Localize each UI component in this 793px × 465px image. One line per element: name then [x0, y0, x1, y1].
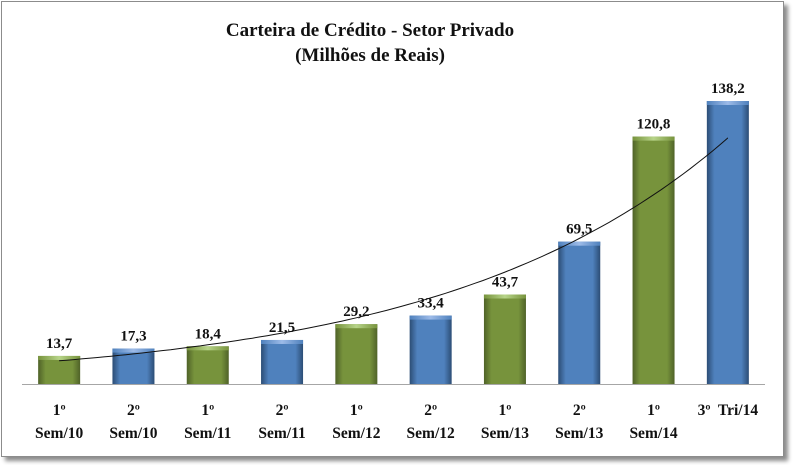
category-label-2-line-1: 2º [127, 402, 140, 419]
category-label-3-line-2: Sem/11 [184, 425, 231, 442]
category-label-9-line-2: Sem/14 [629, 425, 677, 442]
category-label-10: 3º Tri/14 [698, 402, 759, 419]
value-label-2: 17,3 [120, 329, 146, 345]
category-label-9-line-1: 1º [647, 402, 660, 419]
category-label-1-line-2: Sem/10 [35, 425, 83, 442]
category-label-8-line-2: Sem/13 [555, 425, 603, 442]
value-label-8: 69,5 [566, 222, 592, 238]
bar-3 [186, 346, 229, 384]
value-label-3: 18,4 [195, 326, 222, 342]
category-label-6-line-1: 2º [424, 402, 437, 419]
category-label-8-line-1: 2º [573, 402, 586, 419]
category-label-7-line-1: 1º [499, 402, 512, 419]
bar-cap-4 [261, 339, 304, 344]
bar-2 [112, 348, 155, 384]
bar-8 [558, 241, 601, 384]
bar-6 [409, 315, 452, 384]
category-label-3-line-1: 1º [201, 402, 214, 419]
category-label-5-line-2: Sem/12 [332, 425, 380, 442]
bar-7 [483, 294, 526, 384]
value-label-1: 13,7 [46, 336, 73, 352]
bars-group [38, 101, 749, 384]
category-label-4-line-1: 2º [276, 402, 289, 419]
value-label-9: 120,8 [637, 117, 671, 133]
bar-5 [335, 324, 378, 384]
bar-cap-1 [38, 355, 81, 360]
category-labels-group: 1º Sem/10 2º Sem/10 1º Sem/11 2º Sem/11 1º Sem/12… [35, 402, 758, 442]
bar-cap-7 [483, 294, 526, 299]
value-label-5: 29,2 [343, 304, 369, 320]
value-label-6: 33,4 [418, 296, 445, 312]
category-label-5-line-1: 1º [350, 402, 363, 419]
bar-9 [632, 136, 675, 384]
value-label-10: 138,2 [711, 81, 745, 97]
bar-cap-8 [558, 241, 601, 246]
chart-subtitle: (Milhões de Reais) [295, 45, 445, 66]
bar-1 [38, 355, 81, 384]
bar-cap-5 [335, 324, 378, 329]
category-label-7-line-2: Sem/13 [481, 425, 529, 442]
chart-title: Carteira de Crédito - Setor Privado [225, 20, 515, 41]
bar-cap-10 [706, 101, 749, 105]
bar-cap-9 [632, 136, 675, 141]
value-labels-group: 13,7 17,3 18,4 21,5 29,2 33,4 43,7 69,5 120,8 138… [46, 81, 745, 352]
bar-cap-3 [186, 346, 229, 351]
category-label-1-line-1: 1º [53, 402, 66, 419]
category-label-4-line-2: Sem/11 [258, 425, 305, 442]
category-label-2-line-2: Sem/10 [109, 425, 157, 442]
bar-4 [261, 339, 304, 384]
bar-10 [706, 101, 749, 384]
bar-cap-6 [409, 315, 452, 320]
bar-cap-2 [112, 348, 155, 353]
trendline [59, 137, 729, 362]
category-label-6-line-2: Sem/12 [407, 425, 455, 442]
value-label-7: 43,7 [492, 275, 519, 291]
value-label-4: 21,5 [269, 320, 295, 336]
